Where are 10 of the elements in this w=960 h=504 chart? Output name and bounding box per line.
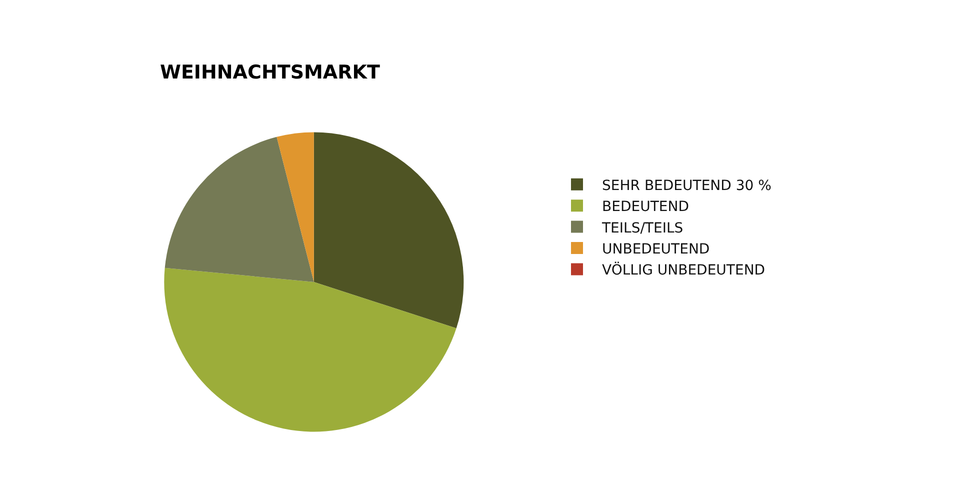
legend-label: TEILS/TEILS (601, 220, 684, 236)
pie-slice (276, 132, 314, 282)
chart-title: WEIHNACHTSMARKT (160, 62, 380, 84)
legend-label: SEHR BEDEUTEND 30 % (602, 178, 772, 194)
legend-label: VÖLLIG UNBEDEUTEND (602, 262, 766, 279)
pie-slice (164, 136, 314, 282)
legend-label: UNBEDEUTEND (602, 241, 710, 258)
legend-label: BEDEUTEND (602, 199, 689, 216)
pie-slice (314, 132, 464, 328)
pie-slice (164, 268, 456, 432)
